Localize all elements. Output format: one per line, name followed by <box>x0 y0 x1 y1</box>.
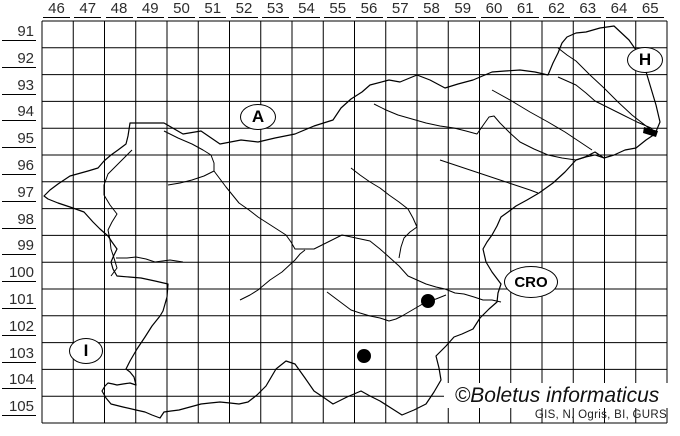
record-dot-56-103 <box>357 349 371 363</box>
east-tip-mark <box>643 127 658 137</box>
col-label-59: 59 <box>449 0 477 18</box>
col-label-52: 52 <box>230 0 258 18</box>
row-label-94: 94 <box>2 103 36 122</box>
col-label-60: 60 <box>480 0 508 18</box>
grid-lines <box>41 20 668 424</box>
source-credit-text: GIS, N. Ogris, BI, GURS <box>534 409 667 421</box>
country-label-austria: A <box>240 104 276 130</box>
col-label-58: 58 <box>418 0 445 18</box>
row-label-105: 105 <box>2 398 36 417</box>
col-label-55: 55 <box>324 0 352 18</box>
row-label-101: 101 <box>2 291 36 309</box>
row-label-95: 95 <box>2 130 36 149</box>
col-label-48: 48 <box>105 0 133 18</box>
row-label-97: 97 <box>2 184 36 202</box>
row-label-92: 92 <box>2 50 36 68</box>
country-label-croatia: CRO <box>504 266 558 298</box>
col-label-62: 62 <box>543 0 570 18</box>
row-label-100: 100 <box>2 264 36 283</box>
col-label-54: 54 <box>293 0 320 18</box>
watermark-text: ©Boletus informaticus <box>444 383 670 408</box>
row-label-103: 103 <box>2 345 36 363</box>
row-label-96: 96 <box>2 157 36 175</box>
col-label-53: 53 <box>261 0 289 18</box>
country-label-hungary: H <box>627 47 663 73</box>
col-label-51: 51 <box>199 0 227 18</box>
col-label-64: 64 <box>605 0 633 18</box>
col-label-47: 47 <box>74 0 102 18</box>
slovenia-border-outline <box>43 25 661 419</box>
country-label-italy: I <box>69 338 103 364</box>
col-label-50: 50 <box>168 0 195 18</box>
col-label-63: 63 <box>574 0 602 18</box>
col-label-57: 57 <box>386 0 414 18</box>
row-label-93: 93 <box>2 77 36 95</box>
row-label-102: 102 <box>2 318 36 336</box>
river-lines <box>103 47 656 322</box>
col-label-46: 46 <box>43 0 70 18</box>
row-label-91: 91 <box>2 23 36 41</box>
row-label-98: 98 <box>2 211 36 229</box>
col-label-61: 61 <box>511 0 539 18</box>
row-label-104: 104 <box>2 371 36 390</box>
record-dot-58-101 <box>421 294 435 308</box>
col-label-56: 56 <box>355 0 383 18</box>
col-label-49: 49 <box>136 0 164 18</box>
col-label-65: 65 <box>636 0 664 18</box>
row-label-99: 99 <box>2 237 36 256</box>
